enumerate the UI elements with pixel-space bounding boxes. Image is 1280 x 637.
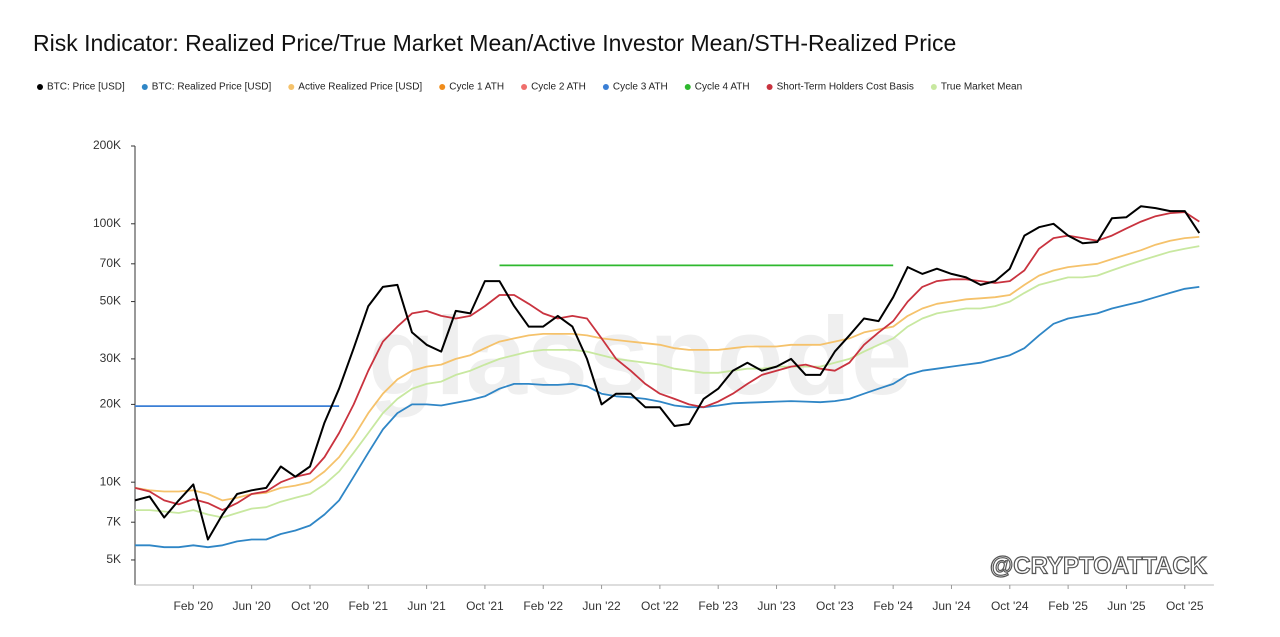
y-tick-label: 200K (93, 138, 121, 152)
legend-marker (521, 84, 528, 90)
x-tick-label: Oct '25 (1166, 599, 1204, 613)
legend-marker (602, 84, 609, 90)
credit: @CRYPTOATTACK (990, 552, 1208, 579)
x-tick-label: Oct '21 (466, 599, 504, 613)
watermark: glassnode (368, 295, 912, 418)
y-tick-label: 100K (93, 216, 121, 230)
y-tick-label: 10K (100, 474, 121, 488)
legend-label: Cycle 2 ATH (531, 82, 586, 93)
legend-label: Cycle 4 ATH (695, 82, 750, 93)
series-line (135, 286, 1200, 549)
legend-label: True Market Mean (941, 82, 1022, 93)
x-tick-label: Jun '24 (932, 599, 971, 613)
x-tick-label: Jun '21 (407, 599, 446, 613)
legend: BTC: Price [USD] BTC: Realized Price [USD… (37, 82, 1022, 93)
x-tick-label: Oct '24 (991, 599, 1029, 613)
legend-marker (684, 84, 691, 90)
x-tick-label: Feb '22 (523, 599, 563, 613)
legend-label: BTC: Realized Price [USD] (152, 82, 272, 93)
y-tick-label: 5K (106, 552, 121, 566)
x-tick-label: Jun '20 (232, 599, 271, 613)
legend-marker (766, 84, 773, 90)
legend-marker (930, 84, 937, 90)
legend-label: Cycle 3 ATH (613, 82, 668, 93)
legend-marker (288, 84, 295, 90)
x-tick-label: Feb '21 (348, 599, 388, 613)
series-line (134, 211, 1200, 511)
legend-marker (141, 84, 148, 90)
legend-label: Short-Term Holders Cost Basis (777, 82, 914, 93)
x-tick-label: Jun '25 (1107, 599, 1146, 613)
series-line (135, 245, 1200, 519)
x-tick-label: Jun '22 (582, 599, 621, 613)
y-tick-label: 30K (100, 351, 121, 365)
x-tick-label: Oct '20 (291, 599, 329, 613)
y-tick-label: 70K (100, 256, 121, 270)
x-tick-label: Oct '23 (816, 599, 854, 613)
legend-marker (37, 84, 43, 90)
x-tick-label: Oct '22 (641, 599, 679, 613)
legend-label: Cycle 1 ATH (449, 82, 504, 93)
series-line (134, 236, 1200, 502)
x-tick-label: Feb '20 (173, 599, 213, 613)
chart-title: Risk Indicator: Realized Price/True Mark… (33, 30, 956, 56)
legend-label: BTC: Price [USD] (47, 82, 125, 93)
y-tick-label: 7K (106, 514, 121, 528)
series-line (134, 205, 1201, 541)
x-tick-label: Feb '23 (698, 599, 738, 613)
x-tick-label: Feb '25 (1048, 599, 1088, 613)
legend-marker (439, 84, 446, 90)
x-tick-label: Jun '23 (757, 599, 796, 613)
legend-label: Active Realized Price [USD] (298, 82, 422, 93)
y-tick-label: 50K (100, 294, 121, 308)
y-tick-label: 20K (100, 397, 121, 411)
x-tick-label: Feb '24 (873, 599, 913, 613)
